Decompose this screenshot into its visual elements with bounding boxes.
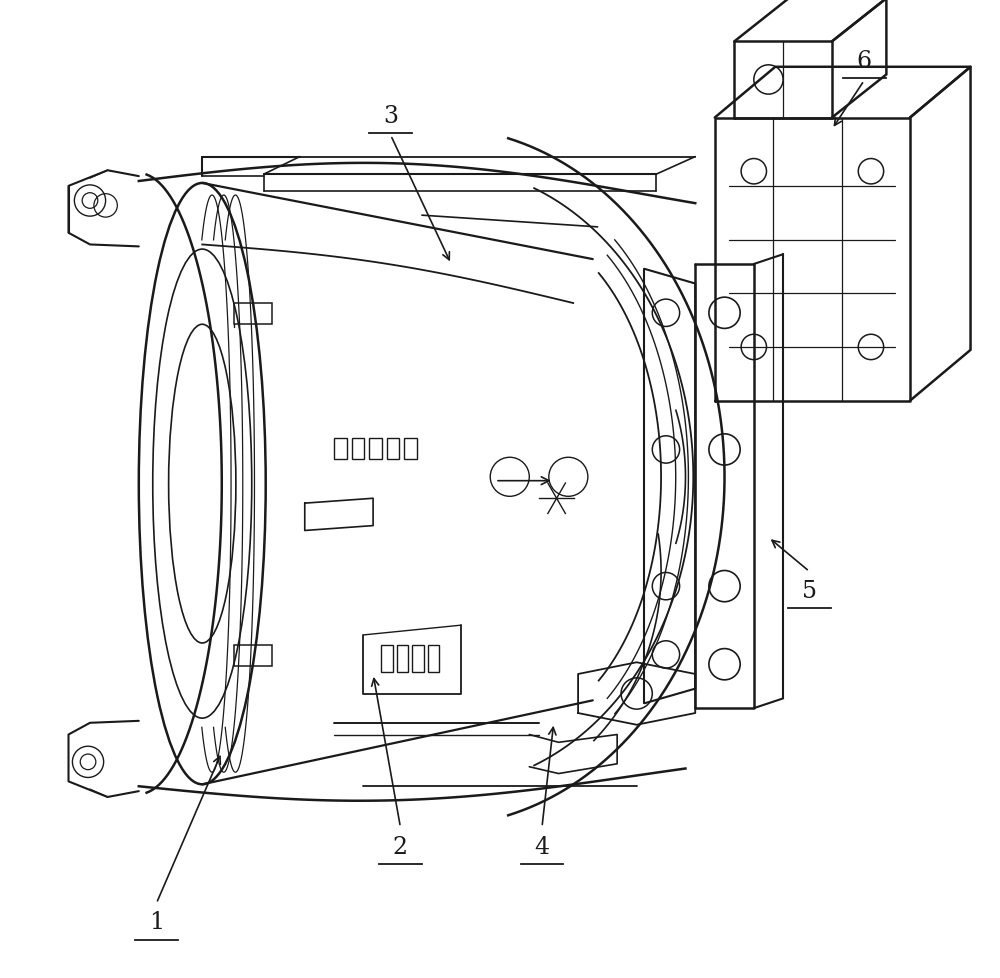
Bar xyxy=(234,645,272,666)
Bar xyxy=(428,645,439,672)
Text: 1: 1 xyxy=(149,911,164,933)
Text: 3: 3 xyxy=(383,105,398,128)
Bar xyxy=(404,438,417,460)
Bar xyxy=(369,438,382,460)
Bar xyxy=(334,438,347,460)
Text: 5: 5 xyxy=(802,579,817,601)
Bar xyxy=(234,304,272,325)
Bar xyxy=(352,438,364,460)
Bar xyxy=(397,645,408,672)
Text: 4: 4 xyxy=(534,835,550,859)
Text: 2: 2 xyxy=(393,835,408,859)
Text: 6: 6 xyxy=(857,50,872,73)
Bar xyxy=(381,645,393,672)
Bar xyxy=(387,438,399,460)
Bar xyxy=(412,645,424,672)
